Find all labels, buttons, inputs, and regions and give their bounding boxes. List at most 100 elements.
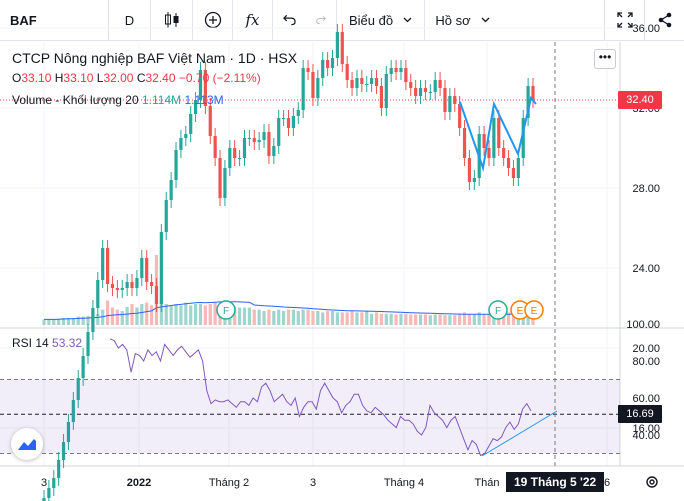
- volume-bar: [340, 312, 344, 325]
- candle: [120, 288, 124, 290]
- open-label: O: [12, 71, 22, 85]
- volume-bar: [286, 309, 291, 325]
- candle: [340, 32, 344, 64]
- volume-bar: [433, 314, 437, 325]
- volume-legend[interactable]: Volume - Khối lượng 20 1.114M 1.113M: [12, 93, 224, 107]
- volume-bar: [272, 311, 276, 325]
- chart-logo-icon: [18, 439, 36, 450]
- candle: [213, 136, 217, 158]
- symbol-search-button[interactable]: BAF: [10, 12, 37, 28]
- candle: [355, 78, 359, 88]
- volume-bar: [96, 313, 100, 325]
- chart-title[interactable]: CTCP Nông nghiệp BAF Việt Nam · 1D · HSX: [12, 50, 298, 66]
- candle: [472, 178, 476, 182]
- volume-bar: [110, 307, 115, 325]
- fullscreen-icon[interactable]: [604, 0, 644, 40]
- volume-bar: [76, 316, 80, 325]
- candle: [223, 168, 227, 198]
- candle: [326, 60, 330, 68]
- volume-bar: [458, 314, 462, 325]
- candle: [42, 498, 46, 501]
- event-marker-label: E: [531, 306, 538, 317]
- volume-bar: [184, 302, 188, 325]
- candle: [203, 70, 207, 106]
- close-label: C: [136, 71, 146, 85]
- share-icon[interactable]: [644, 0, 684, 40]
- candle: [291, 116, 295, 128]
- volume-bar: [311, 311, 315, 325]
- time-tick-label: 3: [310, 477, 316, 489]
- candles-icon[interactable]: [150, 0, 192, 40]
- candle: [96, 280, 100, 308]
- candle: [418, 88, 423, 96]
- candle: [105, 248, 110, 284]
- candle: [409, 82, 413, 88]
- volume-bar: [179, 305, 183, 325]
- volume-bar: [105, 300, 110, 325]
- candle: [438, 80, 442, 88]
- rsi-legend[interactable]: RSI 14 53.32: [12, 336, 82, 350]
- high-value: 33.10: [63, 71, 94, 85]
- candle: [179, 138, 183, 150]
- indicators-fx-icon[interactable]: 𝑓x: [232, 0, 272, 40]
- volume-bar: [262, 311, 266, 325]
- profile-dropdown[interactable]: Hồ sơ: [424, 0, 500, 40]
- redo-icon[interactable]: [306, 0, 336, 40]
- chart-logo-button[interactable]: [11, 428, 43, 460]
- candle: [208, 106, 212, 136]
- legend-more-button[interactable]: •••: [594, 49, 616, 69]
- candle: [286, 118, 291, 128]
- volume-bar: [472, 314, 476, 325]
- candle: [110, 284, 115, 288]
- candle: [467, 158, 472, 182]
- candle: [379, 86, 384, 108]
- candle: [311, 72, 315, 98]
- volume-bar: [140, 304, 144, 325]
- volume-bar: [189, 305, 193, 325]
- time-tick-label: 2022: [127, 477, 151, 489]
- chart-type-dropdown[interactable]: Biểu đồ: [336, 0, 424, 40]
- rsi-band: [0, 379, 620, 454]
- undo-icon[interactable]: [272, 0, 306, 40]
- volume-bar: [61, 318, 66, 325]
- candle: [321, 60, 325, 78]
- open-value: 33.10: [21, 71, 52, 85]
- candle: [140, 258, 144, 278]
- volume-bar: [438, 314, 442, 325]
- interval-button[interactable]: D: [108, 0, 150, 40]
- close-value: 32.40: [145, 71, 176, 85]
- candle: [159, 232, 163, 304]
- candle: [296, 110, 300, 116]
- volume-bar: [213, 302, 217, 325]
- candle: [330, 58, 335, 68]
- rsi-tick-label: 100.00: [626, 319, 660, 331]
- volume-bar: [365, 311, 369, 325]
- candle: [511, 168, 516, 178]
- candle: [242, 138, 247, 158]
- rsi-tick-label: 40.00: [632, 430, 660, 442]
- candle: [301, 68, 305, 110]
- candle: [130, 282, 134, 288]
- volume-bar: [164, 304, 168, 325]
- candle: [154, 286, 159, 304]
- candle: [521, 118, 525, 158]
- candle: [247, 138, 251, 139]
- gear-icon[interactable]: [644, 474, 660, 495]
- candle: [443, 88, 447, 112]
- candle: [262, 132, 266, 140]
- candle: [453, 96, 457, 104]
- volume-bar: [477, 312, 481, 325]
- volume-bar: [414, 314, 418, 325]
- candle: [66, 422, 71, 442]
- volume-bar: [291, 309, 295, 325]
- volume-bar: [394, 314, 398, 325]
- volume-bar: [399, 313, 403, 325]
- candle: [198, 70, 203, 100]
- candle: [272, 146, 276, 156]
- volume-bar: [409, 314, 413, 325]
- candle: [526, 86, 530, 118]
- rsi-label: RSI 14: [12, 336, 49, 350]
- event-marker-label: E: [517, 306, 524, 317]
- volume-bar: [242, 307, 247, 325]
